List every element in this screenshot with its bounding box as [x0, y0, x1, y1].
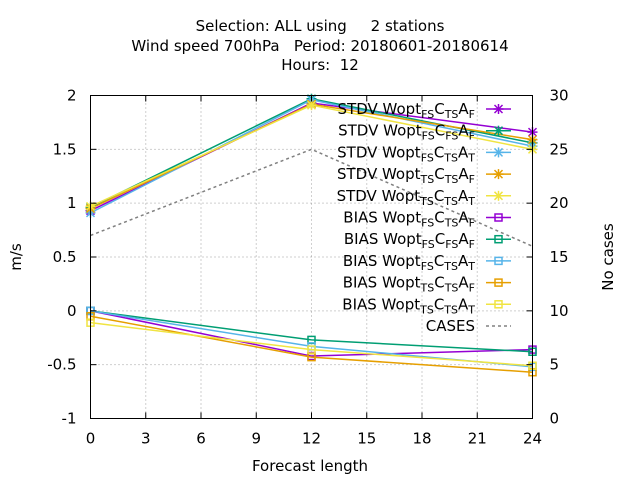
y2-axis-label: No cases	[599, 223, 617, 291]
legend-marker	[494, 213, 503, 222]
chart-title-line-2: Wind speed 700hPa Period: 20180601-20180…	[131, 37, 509, 55]
series-10	[90, 148, 533, 247]
y-tick-label: 1.5	[53, 140, 77, 158]
legend-entry: BIAS WoptFSCFSAF	[344, 230, 511, 251]
legend-entry: STDV WoptTSCTSAF	[337, 165, 511, 186]
legend-marker	[493, 190, 504, 201]
series-line	[90, 310, 533, 357]
y-tick-label: 2	[67, 87, 77, 105]
legend-marker	[494, 234, 503, 244]
x-tick-label: 3	[141, 430, 151, 448]
legend-marker	[493, 169, 504, 180]
legend-entry: BIAS WoptFSCTSAF	[343, 209, 511, 230]
y2-tick-label: 5	[550, 356, 560, 374]
legend-marker	[493, 104, 504, 114]
data-point	[306, 100, 317, 111]
chart-title-line-1: Selection: ALL using 2 stations	[195, 17, 445, 35]
legend-label: BIAS WoptFSCTSAT	[343, 252, 475, 273]
grid	[90, 95, 533, 419]
legend-entry: STDV WoptFSCFSAF	[338, 122, 511, 143]
series-line	[90, 315, 533, 373]
y-tick-label: 0.5	[53, 248, 77, 266]
y-axis-label: m/s	[7, 243, 25, 271]
legend-marker	[494, 256, 503, 266]
legend-marker	[494, 300, 503, 309]
y2-tick-label: 0	[550, 410, 560, 428]
y-tick-label: 1	[67, 194, 77, 212]
legend-label: STDV WoptTSCTSAF	[337, 165, 475, 186]
x-tick-label: 24	[523, 430, 542, 448]
legend-entry: BIAS WoptFSCTSAT	[343, 252, 511, 273]
legend-label: BIAS WoptFSCTSAF	[343, 209, 475, 230]
y2-tick-label: 10	[550, 302, 569, 320]
legend-entry: STDV WoptFSCTSAT	[337, 143, 511, 164]
data-point	[307, 345, 316, 354]
legend-entry: BIAS WoptTSCTSAT	[342, 295, 511, 316]
x-tick-label: 18	[412, 430, 431, 448]
chart-title-line-3: Hours: 12	[281, 56, 359, 74]
legend-marker	[493, 125, 504, 136]
legend-label: BIAS WoptFSCFSAF	[344, 230, 475, 251]
series-lines	[85, 93, 538, 377]
y2-tick-label: 30	[550, 87, 569, 105]
legend-entry: STDV WoptFSCTSAF	[338, 100, 511, 121]
x-tick-label: 15	[357, 430, 376, 448]
legend-entry: CASES	[426, 317, 511, 335]
y-tick-label: -0.5	[47, 356, 76, 374]
series-line	[90, 148, 533, 247]
legend-label: BIAS WoptTSCTSAF	[343, 274, 475, 295]
legend-entry: BIAS WoptTSCTSAF	[343, 274, 511, 295]
legend-label: STDV WoptFSCFSAF	[338, 122, 475, 143]
legend-label: STDV WoptTSCTSAT	[337, 187, 476, 208]
legend-label: CASES	[426, 317, 475, 335]
y2-tick-label: 15	[550, 248, 569, 266]
legend-label: BIAS WoptTSCTSAT	[342, 295, 475, 316]
series-line	[90, 310, 533, 353]
y-tick-label: 0	[67, 302, 77, 320]
y-tick-label: -1	[62, 410, 77, 428]
legend-label: STDV WoptFSCTSAT	[337, 143, 475, 164]
legend-marker	[494, 278, 503, 287]
x-tick-label: 6	[196, 430, 206, 448]
axis-ticks: 0 3 6 9 12 15 18 21 24-1-0.500.511.5205101520253…	[47, 87, 568, 448]
legend-marker	[493, 147, 504, 158]
x-tick-label: 0	[86, 430, 96, 448]
x-tick-label: 9	[251, 430, 261, 448]
legend-entry: STDV WoptTSCTSAT	[337, 187, 511, 208]
y2-tick-label: 25	[550, 140, 569, 158]
series-line	[90, 321, 533, 367]
y2-tick-label: 20	[550, 194, 569, 212]
legend-label: STDV WoptFSCTSAF	[338, 100, 475, 121]
x-tick-label: 12	[302, 430, 321, 448]
x-axis-label: Forecast length	[252, 457, 368, 475]
x-tick-label: 21	[468, 430, 487, 448]
